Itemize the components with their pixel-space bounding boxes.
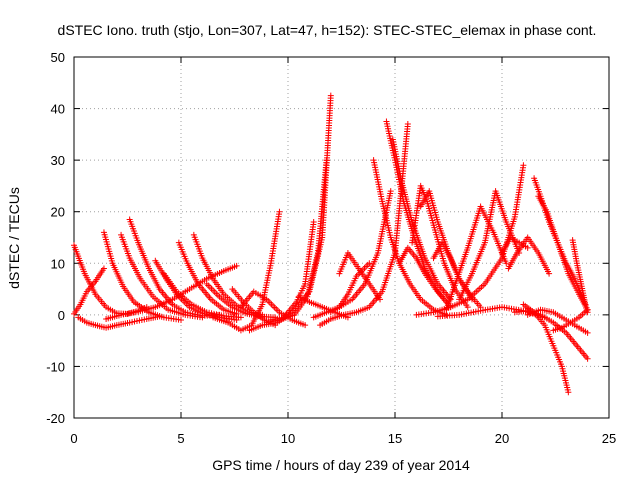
data-point xyxy=(443,311,450,318)
series-37 xyxy=(535,193,591,313)
data-point xyxy=(237,314,244,321)
data-point xyxy=(584,329,591,336)
y-tick-label: 30 xyxy=(51,153,65,168)
data-point xyxy=(178,317,184,324)
y-tick-label: -10 xyxy=(46,359,65,374)
series-35 xyxy=(505,234,553,277)
x-tick-label: 25 xyxy=(602,431,616,446)
data-point xyxy=(524,244,531,251)
x-tick-label: 5 xyxy=(177,431,184,446)
grid-lines xyxy=(74,57,609,418)
y-tick-label: 50 xyxy=(51,50,65,65)
series-12 xyxy=(103,262,240,322)
data-point xyxy=(327,92,334,99)
axis-ticks xyxy=(73,56,610,419)
series-6 xyxy=(126,216,223,319)
y-tick-label: 20 xyxy=(51,205,65,220)
data-point xyxy=(100,265,107,272)
y-axis-label: dSTEC / TECUs xyxy=(6,187,22,289)
data-point xyxy=(546,270,553,277)
data-point xyxy=(310,219,317,226)
chart-title: dSTEC Iono. truth (stjo, Lon=307, Lat=47… xyxy=(58,22,597,38)
series-27 xyxy=(396,244,450,305)
data-point xyxy=(464,304,471,311)
series-21 xyxy=(327,260,373,316)
series-33 xyxy=(413,162,527,318)
y-tick-label: 10 xyxy=(51,256,65,271)
series-13 xyxy=(210,208,283,334)
series-26 xyxy=(389,136,454,303)
series-40 xyxy=(524,306,591,336)
series-34 xyxy=(499,234,531,256)
x-axis-label: GPS time / hours of day 239 of year 2014 xyxy=(212,457,470,473)
series-8 xyxy=(160,270,244,321)
data-point xyxy=(520,162,527,169)
series-23 xyxy=(310,188,394,321)
data-point xyxy=(584,355,591,362)
series-32 xyxy=(456,188,523,303)
data-point xyxy=(302,322,309,329)
data-point xyxy=(541,314,548,321)
plot-frame xyxy=(73,56,610,419)
x-tick-label: 15 xyxy=(388,431,402,446)
data-point xyxy=(584,306,591,313)
y-tick-label: -20 xyxy=(46,411,65,426)
series-43 xyxy=(434,304,548,321)
data-point xyxy=(233,262,240,269)
x-tick-label: 20 xyxy=(495,431,509,446)
series-3 xyxy=(75,313,163,331)
series-10 xyxy=(190,231,266,318)
data-point xyxy=(387,188,394,195)
data-point xyxy=(323,157,330,164)
data-point xyxy=(276,208,283,215)
data-point xyxy=(565,389,572,396)
series-2 xyxy=(71,265,107,317)
series-41 xyxy=(550,306,591,334)
y-tick-label: 0 xyxy=(58,308,65,323)
tick-labels: 0 5 10 15 20 25 -20 -10 0 10 20 30 40 50 xyxy=(46,50,616,446)
series-42 xyxy=(569,237,589,308)
data-points xyxy=(71,92,591,396)
series-5 xyxy=(118,231,206,321)
data-point xyxy=(503,260,510,267)
data-point xyxy=(582,301,589,308)
y-tick-label: 40 xyxy=(51,102,65,117)
data-point xyxy=(366,260,373,267)
data-point xyxy=(377,296,384,303)
x-tick-label: 0 xyxy=(70,431,77,446)
x-tick-label: 10 xyxy=(281,431,295,446)
data-point xyxy=(404,121,411,128)
